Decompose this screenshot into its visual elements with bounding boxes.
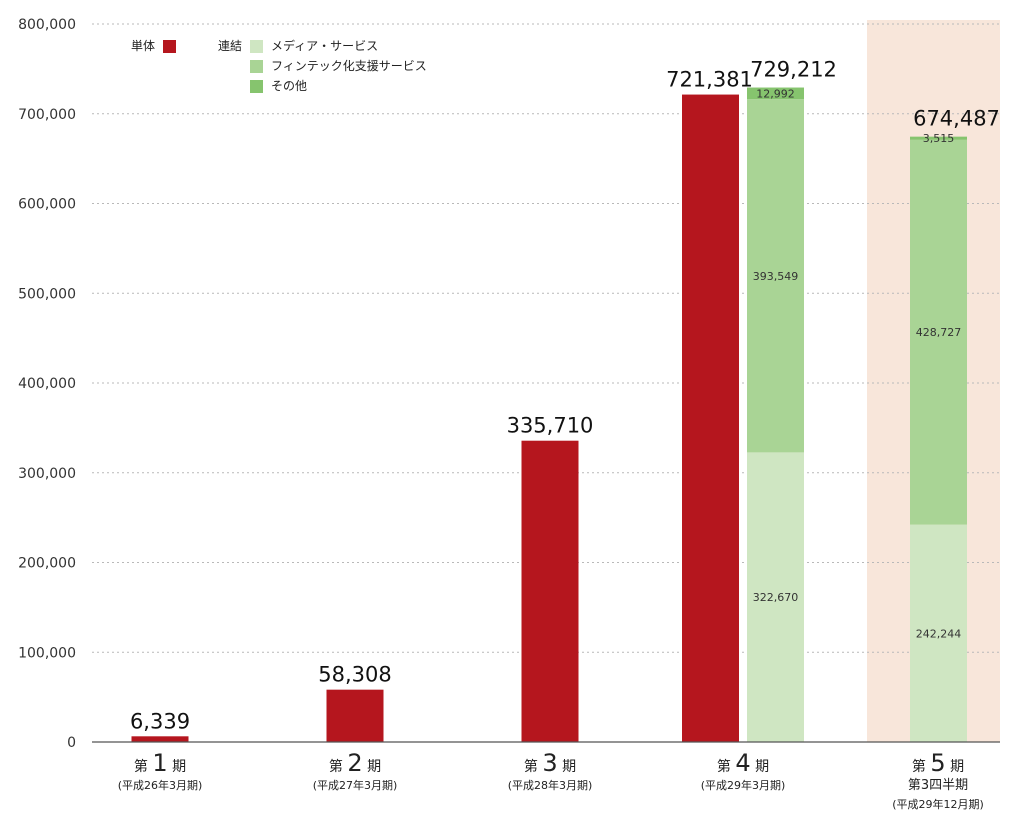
- legend-other-swatch: [250, 80, 263, 93]
- bar-standalone-2: [326, 689, 384, 742]
- legend-consolidated-label: 連結: [218, 39, 242, 53]
- value-labels: 6,339 58,308 335,710 721,381 322,670 393,549 1…: [130, 58, 1000, 734]
- bar-media-5: [910, 524, 967, 742]
- legend-fintech-swatch: [250, 60, 263, 73]
- x-category-sublabel-3-1: (平成28年3月期): [508, 778, 593, 792]
- legend-standalone-swatch: [163, 40, 176, 53]
- x-category-sublabel-1-1: (平成26年3月期): [118, 778, 203, 792]
- label-other-5: 3,515: [923, 132, 955, 145]
- bar-media-4: [747, 452, 804, 742]
- legend-media-label: メディア・サービス: [271, 38, 378, 53]
- bar-fintech-4: [747, 99, 804, 453]
- label-media-4: 322,670: [753, 591, 799, 604]
- x-category-sublabel-2-1: (平成27年3月期): [313, 778, 398, 792]
- y-tick-label: 300,000: [18, 466, 76, 482]
- legend: 単体 連結 メディア・サービス フィンテック化支援サービス その他: [131, 38, 427, 93]
- legend-media-swatch: [250, 40, 263, 53]
- bar-other-5: [910, 136, 967, 140]
- x-category-sublabel-5-2: (平成29年12月期): [892, 797, 984, 811]
- bar-standalone-3: [521, 440, 579, 742]
- x-category-label-1: 第 1 期: [134, 749, 186, 777]
- label-standalone-1: 6,339: [130, 709, 190, 733]
- label-fintech-4: 393,549: [753, 270, 799, 283]
- y-tick-label: 200,000: [18, 556, 76, 572]
- bars: [131, 87, 967, 743]
- x-category-label-4: 第 4 期: [717, 749, 769, 777]
- bar-standalone-4: [682, 94, 739, 743]
- y-tick-label: 100,000: [18, 645, 76, 661]
- x-category-label-5: 第 5 期: [912, 749, 964, 777]
- x-category-label-2: 第 2 期: [329, 749, 381, 777]
- label-standalone-3: 335,710: [507, 414, 594, 438]
- label-consolidated-total-4: 729,212: [750, 58, 837, 82]
- bar-fintech-5: [910, 139, 967, 525]
- legend-standalone-label: 単体: [131, 39, 155, 53]
- x-category-label-3: 第 3 期: [524, 749, 576, 777]
- label-standalone-2: 58,308: [318, 663, 391, 687]
- y-tick-label: 400,000: [18, 376, 76, 392]
- x-category-sublabel-4-1: (平成29年3月期): [701, 778, 786, 792]
- y-tick-label: 500,000: [18, 286, 76, 302]
- y-tick-label: 800,000: [18, 17, 76, 33]
- y-tick-label: 600,000: [18, 197, 76, 213]
- y-tick-label: 700,000: [18, 107, 76, 123]
- label-media-5: 242,244: [916, 627, 962, 640]
- bar-other-4: [747, 87, 804, 100]
- y-tick-label: 0: [67, 735, 76, 751]
- legend-fintech-label: フィンテック化支援サービス: [271, 59, 427, 73]
- label-consolidated-total-5: 674,487: [913, 107, 1000, 131]
- label-fintech-5: 428,727: [916, 326, 962, 339]
- label-standalone-4: 721,381: [666, 68, 753, 92]
- y-axis: 0 100,000 200,000 300,000 400,000 500,000 600,…: [18, 17, 76, 751]
- x-axis: 第 1 期(平成26年3月期) 第 2 期(平成27年3月期) 第 3 期(平成28…: [92, 741, 1000, 811]
- bar-standalone-1: [131, 736, 189, 742]
- x-category-sublabel-5-1: 第3四半期: [908, 778, 968, 793]
- gridlines: [92, 23, 1000, 653]
- legend-other-label: その他: [271, 79, 307, 93]
- label-other-4: 12,992: [756, 87, 795, 100]
